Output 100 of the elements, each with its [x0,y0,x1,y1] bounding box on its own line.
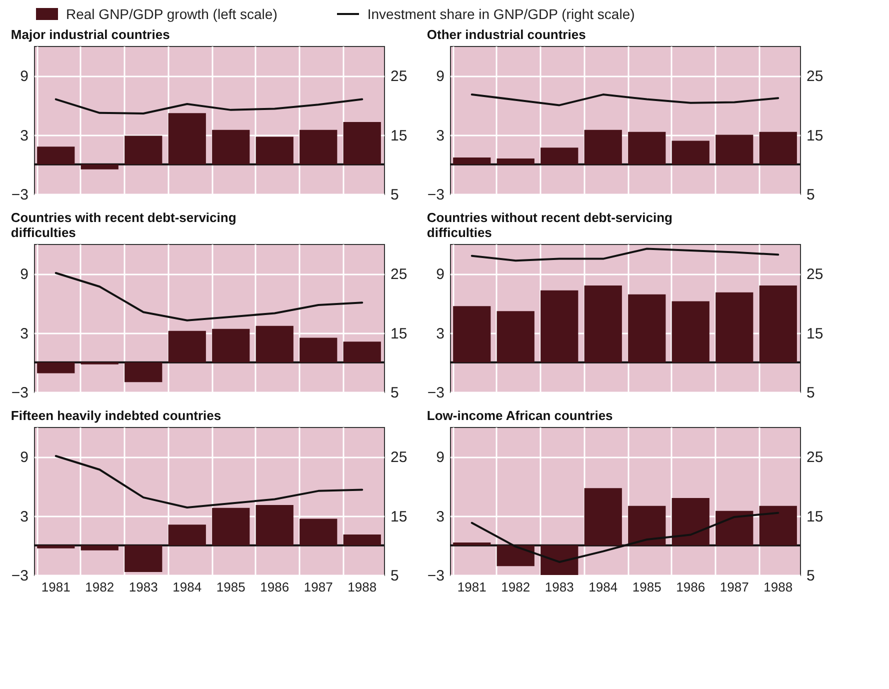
chart-title: Countries with recent debt-servicing difficulties [10,210,236,240]
bar [759,506,797,546]
bar [759,285,797,362]
x-tick-label: 1983 [544,580,574,594]
bar [37,146,75,164]
bar [759,132,797,164]
x-tick-label: 1983 [128,580,158,594]
x-tick-label: 1985 [632,580,662,594]
line-series [54,272,364,322]
y2-tick-label: 5 [806,384,815,402]
x-tick-label: 1985 [216,580,246,594]
bar [672,301,710,362]
x-tick-label: 1987 [304,580,333,594]
bar [80,545,118,550]
bar [672,498,710,546]
y-tick-label: 3 [20,127,28,144]
y2-tick-label: 25 [390,68,408,86]
bar [453,306,491,362]
bar [212,508,250,546]
chart-title: Major industrial countries [10,27,170,42]
bar [628,506,666,546]
bar [256,136,294,164]
y2-tick-label: 15 [390,508,408,526]
bar [124,545,162,572]
bar [453,542,491,546]
y2-tick-label: 25 [806,266,824,284]
y-tick-label: 9 [20,449,28,466]
y-tick-label: −3 [427,186,444,204]
chart-title: Low-income African countries [426,408,613,423]
chart-title: Fifteen heavily indebted countries [10,408,222,423]
y-tick-label: −3 [427,568,444,584]
x-tick-label: 1986 [260,580,290,594]
y-tick-label: 3 [20,325,28,342]
bar [628,294,666,362]
x-tick-label: 1981 [457,580,486,594]
chart-title: Other industrial countries [426,27,586,42]
y2-tick-label: 15 [390,127,408,144]
y-tick-label: 3 [436,508,444,526]
bar [300,130,338,164]
y-tick-label: 9 [436,266,444,284]
y2-tick-label: 15 [806,508,824,526]
bar [124,362,162,382]
bar [300,518,338,546]
bar [343,342,381,362]
y2-tick-label: 25 [806,449,824,466]
y-tick-label: −3 [11,568,28,584]
bar [496,158,534,164]
y2-tick-label: 5 [806,186,815,204]
bar [584,130,622,164]
bar [716,510,754,546]
bar [540,545,578,575]
y-tick-label: 9 [436,449,444,466]
bar [584,285,622,362]
y2-tick-label: 5 [390,186,399,204]
y2-tick-label: 5 [390,384,399,402]
bar [628,132,666,164]
x-tick-label: 1984 [172,580,202,594]
bar [212,130,250,164]
bar [716,292,754,362]
bar [256,326,294,362]
bar [584,488,622,546]
bar [343,122,381,164]
x-tick-label: 1982 [501,580,530,594]
y2-tick-label: 15 [806,325,824,342]
y-tick-label: 9 [436,68,444,86]
x-tick-label: 1988 [764,580,793,594]
x-tick-label: 1981 [41,580,70,594]
bar [540,290,578,362]
bar [168,330,206,362]
x-tick-label: 1987 [720,580,749,594]
x-tick-label: 1984 [588,580,618,594]
x-tick-label: 1986 [676,580,706,594]
bar [453,157,491,164]
line-series [470,94,780,106]
y2-tick-label: 5 [806,568,815,584]
bar [80,164,118,170]
bar [37,545,75,548]
legend-label: Real GNP/GDP growth (left scale) [66,6,278,22]
bar [496,311,534,362]
y2-tick-label: 25 [390,449,408,466]
chart-title: Countries without recent debt-servicing difficulties [426,210,673,240]
legend-label: Investment share in GNP/GDP (right scale) [367,6,635,22]
y2-tick-label: 25 [806,68,824,86]
y2-tick-label: 5 [390,568,399,584]
bar [37,362,75,374]
x-tick-label: 1982 [85,580,114,594]
bar [212,328,250,362]
y-tick-label: −3 [11,186,28,204]
bar [168,524,206,546]
bar [300,338,338,362]
bar [168,113,206,164]
bar [124,136,162,164]
x-tick-label: 1988 [348,580,377,594]
y2-tick-label: 15 [390,325,408,342]
bar [540,148,578,164]
y-tick-label: 9 [20,266,28,284]
bar [256,504,294,546]
y-tick-label: −3 [427,384,444,402]
y-tick-label: 9 [20,68,28,86]
bar [716,134,754,164]
